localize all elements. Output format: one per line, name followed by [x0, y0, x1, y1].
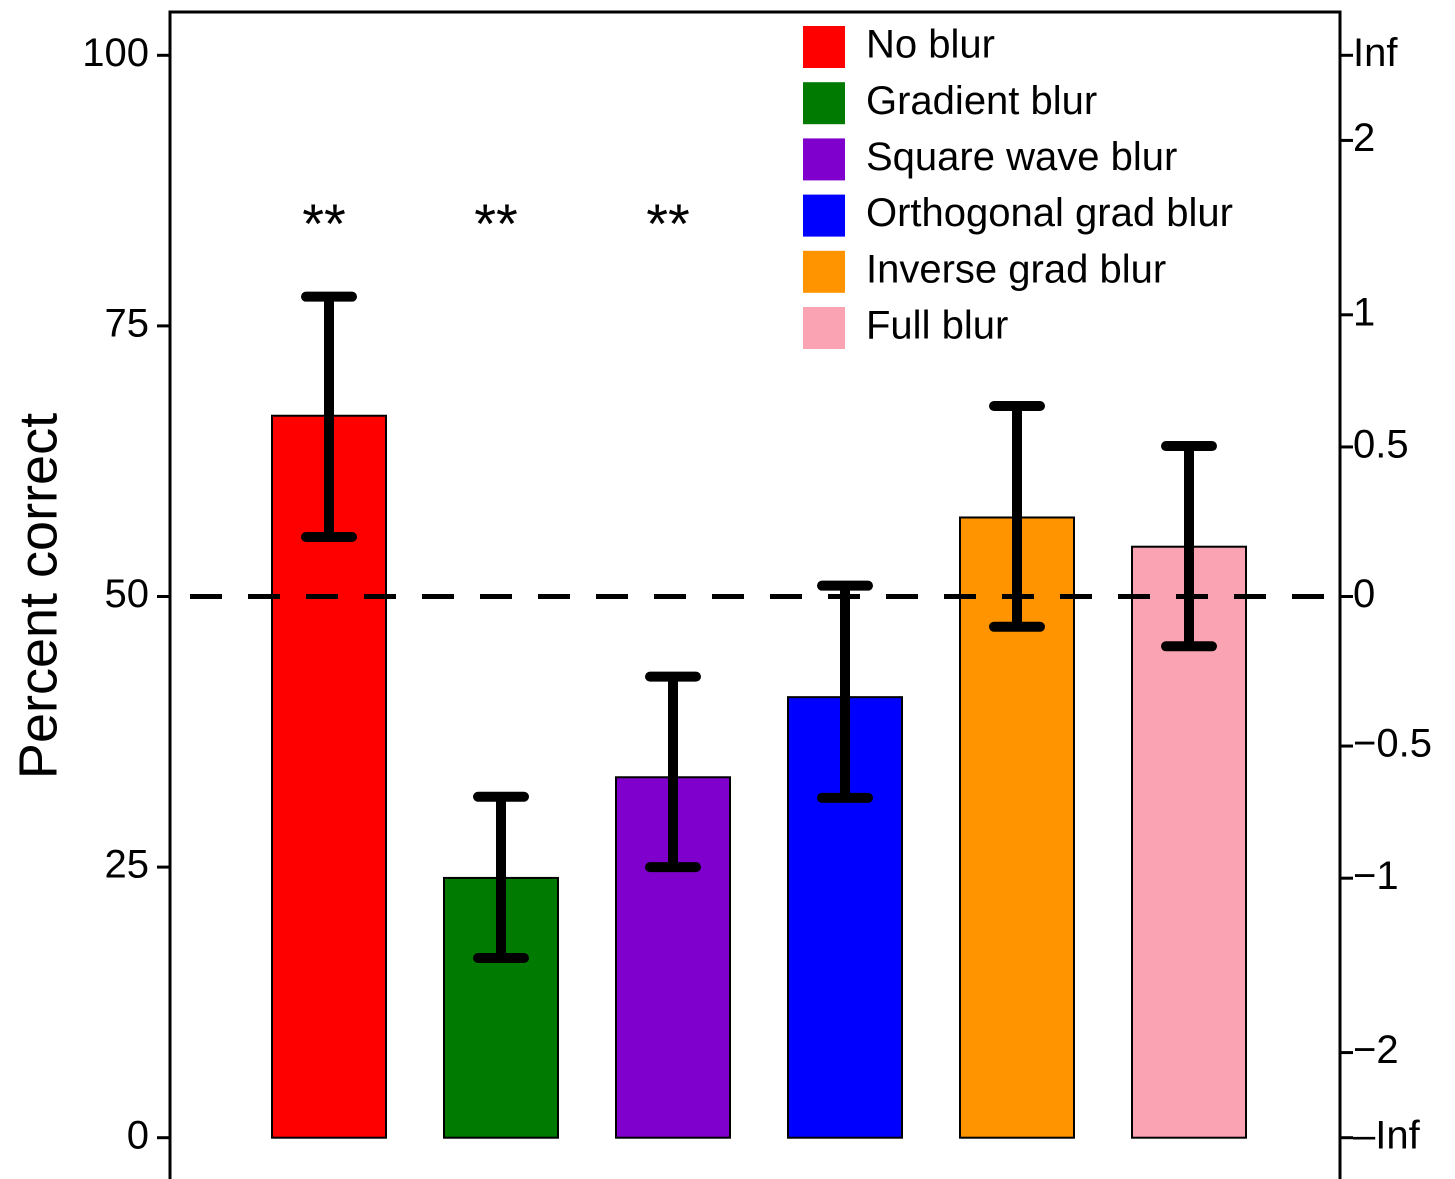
- y-tick-label: 50: [105, 572, 150, 616]
- y2-tick-label: −1: [1353, 854, 1399, 898]
- significance-label: **: [474, 192, 518, 255]
- legend-swatch: [803, 250, 845, 293]
- legend-label: No blur: [866, 23, 995, 67]
- legend-label: Square wave blur: [866, 135, 1177, 179]
- legend-label: Full blur: [866, 304, 1008, 348]
- y-axis-label: Percent correct: [8, 413, 68, 779]
- y-tick-label: 100: [82, 31, 149, 75]
- legend-swatch: [803, 307, 845, 349]
- legend-label: Orthogonal grad blur: [866, 191, 1233, 235]
- y2-tick-label: −0.5: [1353, 722, 1432, 766]
- legend-swatch: [803, 82, 845, 125]
- significance-label: **: [646, 192, 690, 255]
- y-tick-label: 25: [105, 843, 150, 887]
- legend-swatch: [803, 194, 845, 237]
- y2-tick-label: 0.5: [1353, 423, 1409, 467]
- legend-swatch: [803, 26, 845, 68]
- legend-swatch: [803, 138, 845, 181]
- y2-tick-label: 1: [1353, 290, 1375, 334]
- significance-label: **: [302, 192, 346, 255]
- y2-tick-label: 2: [1353, 116, 1375, 160]
- y2-tick-label: Inf: [1353, 31, 1398, 75]
- legend-label: Inverse grad blur: [866, 247, 1166, 291]
- y-tick-label: 75: [105, 301, 150, 345]
- y2-tick-label: −2: [1353, 1028, 1399, 1072]
- legend-label: Gradient blur: [866, 79, 1097, 123]
- y2-tick-label: 0: [1353, 572, 1375, 616]
- y-tick-label: 0: [127, 1113, 149, 1157]
- y2-tick-label: –Inf: [1353, 1113, 1421, 1157]
